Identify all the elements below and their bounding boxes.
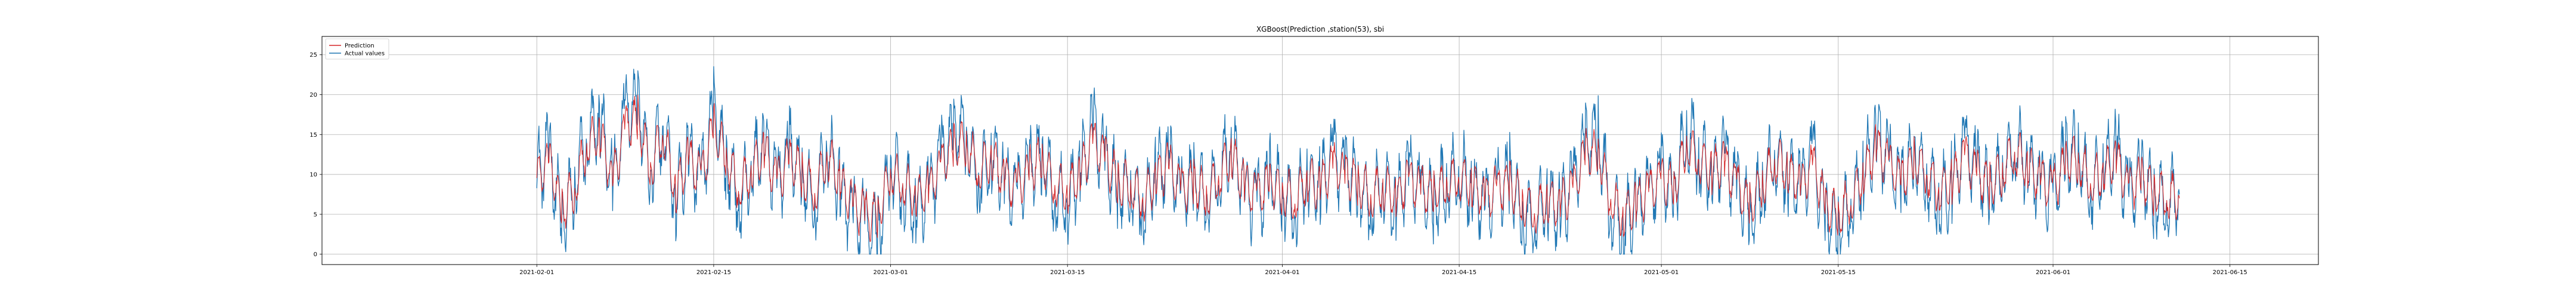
y-tick-label: 10 (309, 172, 317, 179)
x-tick-label: 2021-03-15 (1050, 269, 1085, 276)
y-tick-label: 15 (309, 132, 317, 139)
y-tick-label: 25 (309, 52, 317, 59)
x-tick-label: 2021-05-15 (1821, 269, 1856, 276)
x-tick-label: 2021-05-01 (1644, 269, 1679, 276)
y-tick-label: 20 (309, 92, 317, 99)
legend-label-0: Prediction (345, 43, 374, 50)
y-tick-label: 5 (314, 211, 317, 218)
legend-box (325, 38, 389, 60)
gridlines (322, 36, 2318, 265)
x-tick-label: 2021-04-15 (1442, 269, 1476, 276)
plot-background (322, 36, 2318, 265)
series-layer (536, 66, 2180, 255)
chart-title: XGBoost(Prediction ,station(53), sbi (1256, 25, 1384, 33)
x-tick-label: 2021-04-01 (1265, 269, 1299, 276)
prediction-line (536, 94, 2180, 242)
x-tick-label: 2021-06-15 (2213, 269, 2247, 276)
x-tick-label: 2021-02-15 (696, 269, 731, 276)
x-tick-label: 2021-06-01 (2036, 269, 2070, 276)
x-axis: 2021-02-01 2021-02-15 2021-03-01 2021-03-15… (519, 265, 2247, 276)
y-axis: 0 5 10 15 20 25 (309, 52, 322, 258)
plot-frame (321, 36, 2319, 265)
y-tick-label: 0 (314, 251, 317, 258)
x-tick-label: 2021-02-01 (519, 269, 554, 276)
legend-label-1: Actual values (345, 51, 385, 57)
x-tick-label: 2021-03-01 (873, 269, 908, 276)
plot-area: 2021-02-01 2021-02-15 2021-03-01 2021-03-15… (309, 36, 2319, 276)
actual-values-line (536, 66, 2180, 255)
